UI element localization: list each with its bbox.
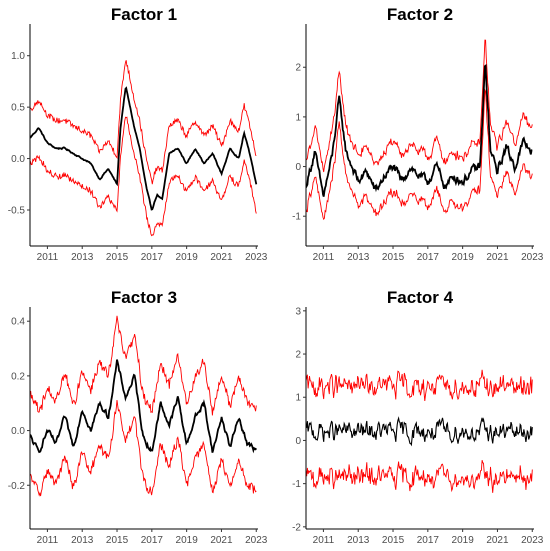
x-tick-label: 2017 [141,535,164,546]
x-tick-label: 2015 [382,252,405,263]
x-tick-label: 2011 [37,252,59,263]
panel-factor-2: Factor 2 -1 0 1 2 2011 2013 2015 2017 2019 2021 202… [292,5,544,263]
y-tick-label: 0.4 [11,317,25,328]
panel-title: Factor 1 [111,5,177,24]
estimate-line [30,359,258,454]
x-tick-label: 2019 [176,535,199,546]
panel-factor-3: Factor 3 -0.2 0.0 0.2 0.4 2011 2013 2015 2017 201… [8,288,268,546]
estimate-line [306,64,533,197]
y-tick-label: 0.0 [11,154,25,165]
x-tick-label: 2011 [313,252,335,263]
x-tick-label: 2019 [176,252,199,263]
x-tick-label: 2011 [313,535,335,546]
x-tick-label: 2019 [452,252,475,263]
lower-band-line [306,459,533,493]
x-tick-label: 2021 [486,252,509,263]
panel-title: Factor 3 [111,288,177,307]
y-tick-label: -2 [292,522,301,533]
x-tick-label: 2013 [71,535,94,546]
y-tick-label: 0.0 [11,426,25,437]
lower-band-line [30,116,257,237]
x-tick-label: 2019 [452,535,475,546]
y-tick-label: 1 [295,112,301,123]
y-tick-label: 3 [295,306,301,317]
estimate-line [30,86,258,211]
panel-title: Factor 4 [387,288,454,307]
upper-band-line [306,369,533,402]
x-tick-label: 2013 [71,252,94,263]
y-tick-label: 1.0 [11,51,25,62]
y-tick-label: 0.2 [11,371,25,382]
upper-band-line [30,60,257,185]
upper-band-line [30,315,257,416]
panel-factor-4: Factor 4 -2 -1 0 1 2 3 2011 2013 2015 2017 2019 2021… [292,288,544,546]
x-tick-label: 2021 [210,252,233,263]
estimate-line [306,416,533,447]
x-tick-label: 2023 [521,252,544,263]
x-tick-label: 2013 [347,252,370,263]
panel-title: Factor 2 [387,5,453,24]
y-tick-label: -0.5 [8,206,26,217]
y-tick-label: 2 [295,350,301,361]
lower-band-line [30,399,257,497]
x-tick-label: 2015 [382,535,405,546]
x-tick-label: 2023 [245,535,268,546]
x-tick-label: 2021 [210,535,233,546]
y-tick-label: -1 [292,212,301,223]
x-tick-label: 2015 [106,535,129,546]
x-tick-label: 2013 [347,535,370,546]
lower-band-line [306,88,533,221]
y-tick-label: 1 [295,393,301,404]
x-tick-label: 2017 [417,252,440,263]
y-tick-label: -0.2 [8,481,26,492]
y-tick-label: 0.5 [11,103,25,114]
x-tick-label: 2017 [417,535,440,546]
upper-band-line [306,39,533,173]
panel-factor-1: Factor 1 -0.5 0.0 0.5 1.0 2011 2013 2015 2017 201… [8,5,268,263]
y-tick-label: 0 [295,436,301,447]
x-tick-label: 2023 [245,252,268,263]
x-tick-label: 2015 [106,252,129,263]
x-tick-label: 2021 [486,535,509,546]
x-tick-label: 2023 [521,535,544,546]
y-tick-label: 0 [295,162,301,173]
x-tick-label: 2011 [37,535,59,546]
y-tick-label: -1 [292,479,301,490]
y-tick-label: 2 [295,63,301,74]
x-tick-label: 2017 [141,252,164,263]
